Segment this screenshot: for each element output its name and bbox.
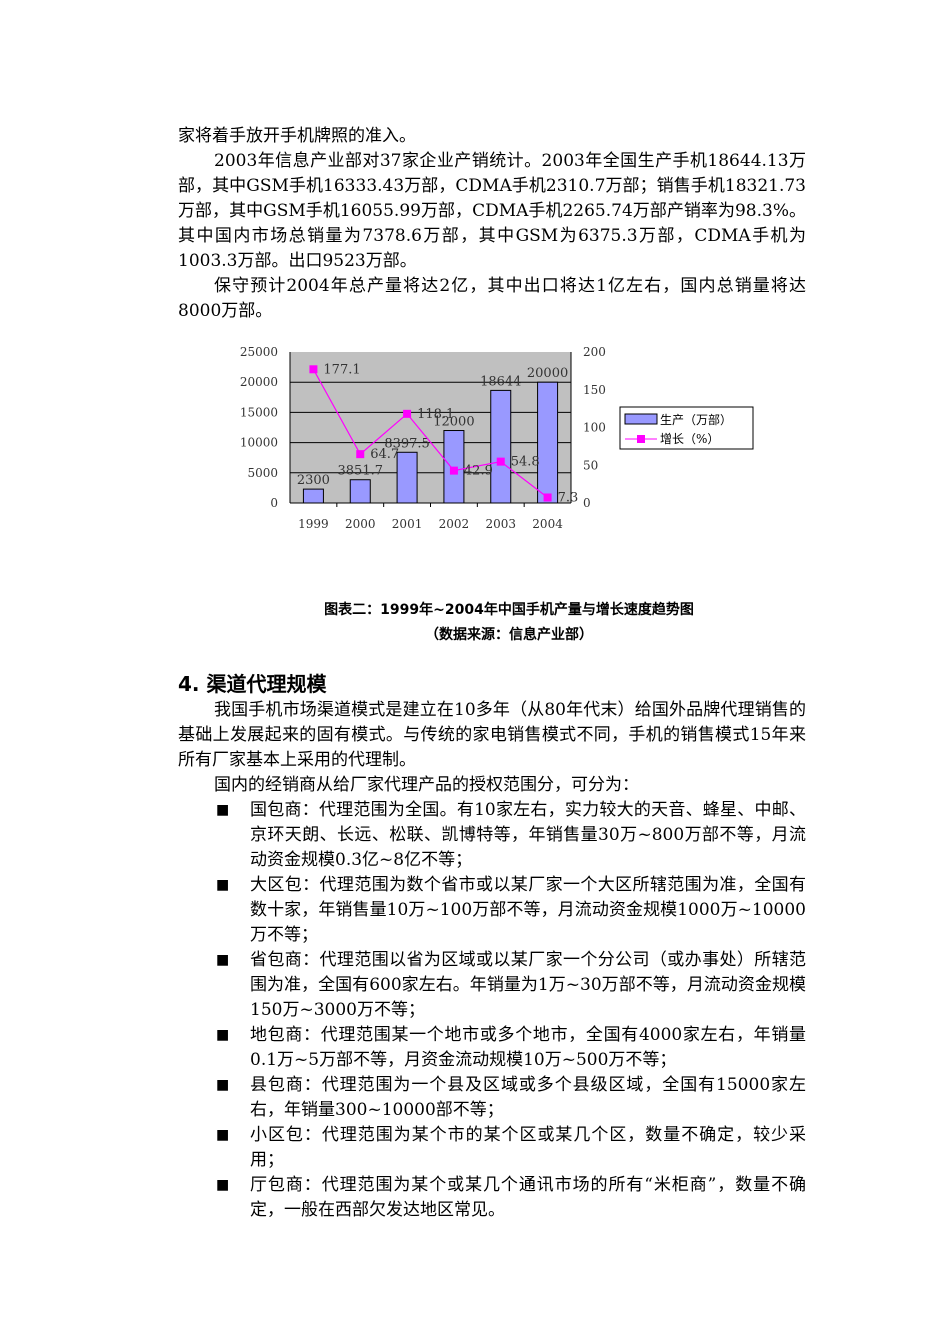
line-data-label: 118.1 xyxy=(417,407,454,422)
left-axis-tick-label: 5000 xyxy=(247,466,278,480)
legend-bar-swatch xyxy=(624,413,658,425)
bullet-item: ■ 地包商：代理范围某一个地市或多个地市，全国有4000家左右，年销量0.1万~5… xyxy=(178,1023,806,1073)
growth-point xyxy=(496,457,505,466)
bar xyxy=(537,381,559,504)
bar-data-label: 8397.5 xyxy=(384,436,430,451)
bar-data-label: 3851.7 xyxy=(338,464,384,479)
plot-area xyxy=(290,352,571,503)
right-axis-tick-label: 50 xyxy=(583,458,598,472)
bar xyxy=(302,488,324,504)
growth-point xyxy=(403,409,412,418)
line-data-label: 64.7 xyxy=(370,447,399,462)
left-axis-tick-label: 25000 xyxy=(240,345,278,359)
right-axis-tick-label: 150 xyxy=(583,383,606,397)
intro-text: 家将着手放开手机牌照的准入。 2003年信息产业部对37家企业产销统计。2003… xyxy=(178,124,806,324)
paragraph: 2003年信息产业部对37家企业产销统计。2003年全国生产手机18644.13… xyxy=(178,151,806,271)
growth-point xyxy=(356,450,365,459)
line-data-label: 177.1 xyxy=(323,362,360,377)
bullet-text: 小区包：代理范围为某个市的某个区或某几个区，数量不确定，较少采用； xyxy=(250,1125,806,1170)
growth-line xyxy=(312,368,548,498)
paragraph: 家将着手放开手机牌照的准入。 xyxy=(178,126,416,146)
x-tick-label: 2001 xyxy=(392,517,423,531)
bullet-item: ■ 省包商：代理范围以省为区域或以某厂家一个分公司（或办事处）所辖范围为准，全国有… xyxy=(178,948,806,1023)
production-growth-chart: 0 5000 10000 15000 20000 25000 0 50 100 150 200 199… xyxy=(240,345,754,531)
bullet-item: ■ 厅包商：代理范围为某个或某几个通讯市场的所有“米柜商”，数量不确定，一般在西部… xyxy=(178,1173,806,1223)
x-tick-label: 2003 xyxy=(485,517,516,531)
square-bullet-icon: ■ xyxy=(216,877,230,893)
x-tick-label: 1999 xyxy=(298,517,329,531)
x-tick-label: 2004 xyxy=(532,517,563,531)
bar-data-label: 20000 xyxy=(527,366,568,381)
bullet-text: 地包商：代理范围某一个地市或多个地市，全国有4000家左右，年销量0.1万~5万… xyxy=(250,1025,806,1070)
right-axis-tick-label: 200 xyxy=(583,345,606,359)
bar-data-label: 12000 xyxy=(433,415,474,430)
growth-point xyxy=(449,466,458,475)
right-axis-tick-label: 0 xyxy=(583,496,591,510)
bullet-text: 大区包：代理范围为数个省市或以某厂家一个大区所辖范围为准，全国有数十家，年销售量… xyxy=(250,875,806,945)
right-axis-tick-label: 100 xyxy=(583,421,606,435)
left-axis-tick-label: 20000 xyxy=(240,375,278,389)
legend-label: 增长（%） xyxy=(660,432,719,446)
bullet-item: ■ 国包商：代理范围为全国。有10家左右，实力较大的天音、蜂星、中邮、京环天朗、长… xyxy=(178,798,806,873)
bar-data-label: 18644 xyxy=(480,374,521,389)
bullet-text: 县包商：代理范围为一个县及区域或多个县级区域，全国有15000家左右，年销量30… xyxy=(250,1075,806,1120)
bullet-text: 省包商：代理范围以省为区域或以某厂家一个分公司（或办事处）所辖范围为准，全国有6… xyxy=(250,950,806,1020)
section-heading: 4. 渠道代理规模 xyxy=(178,672,327,696)
left-axis-tick-label: 0 xyxy=(270,496,278,510)
left-axis-tick-label: 10000 xyxy=(240,436,278,450)
left-axis-tick-label: 15000 xyxy=(240,405,278,419)
bullet-list: ■ 国包商：代理范围为全国。有10家左右，实力较大的天音、蜂星、中邮、京环天朗、长… xyxy=(178,798,806,1223)
square-bullet-icon: ■ xyxy=(216,1177,230,1193)
bullet-item: ■ 县包商：代理范围为一个县及区域或多个县级区域，全国有15000家左右，年销量3… xyxy=(178,1073,806,1123)
growth-point xyxy=(543,493,552,502)
x-tick-label: 2000 xyxy=(345,517,376,531)
square-bullet-icon: ■ xyxy=(216,1077,230,1093)
paragraph: 我国手机市场渠道模式是建立在10多年（从80年代末）给国外品牌代理销售的基础上发… xyxy=(178,700,806,770)
square-bullet-icon: ■ xyxy=(216,802,230,818)
square-bullet-icon: ■ xyxy=(216,1127,230,1143)
bullet-text: 厅包商：代理范围为某个或某几个通讯市场的所有“米柜商”，数量不确定，一般在西部欠… xyxy=(250,1175,806,1220)
bullet-item: ■ 大区包：代理范围为数个省市或以某厂家一个大区所辖范围为准，全国有数十家，年销售… xyxy=(178,873,806,948)
paragraph: 保守预计2004年总产量将达2亿，其中出口将达1亿左右，国内总销量将达8000万… xyxy=(178,276,806,321)
section-4: 4. 渠道代理规模 我国手机市场渠道模式是建立在10多年（从80年代末）给国外品… xyxy=(178,670,806,1223)
bullet-item: ■ 小区包：代理范围为某个市的某个区或某几个区，数量不确定，较少采用； xyxy=(178,1123,806,1173)
square-bullet-icon: ■ xyxy=(216,1027,230,1043)
growth-point xyxy=(309,365,318,374)
figure-source: （数据来源：信息产业部） xyxy=(425,627,593,643)
square-bullet-icon: ■ xyxy=(216,952,230,968)
line-data-label: 42.9 xyxy=(464,464,493,479)
bullet-text: 国包商：代理范围为全国。有10家左右，实力较大的天音、蜂星、中邮、京环天朗、长远… xyxy=(250,800,806,870)
figure-caption: 图表二：1999年~2004年中国手机产量与增长速度趋势图 xyxy=(324,602,694,618)
line-data-label: 7.3 xyxy=(558,490,579,505)
bar-data-label: 2300 xyxy=(297,473,330,488)
bar xyxy=(490,389,512,504)
legend-label: 生产（万部） xyxy=(660,412,732,427)
bar xyxy=(396,451,418,504)
paragraph: 国内的经销商从给厂家代理产品的授权范围分，可分为： xyxy=(214,775,639,795)
legend-marker xyxy=(637,435,645,443)
line-data-label: 54.8 xyxy=(511,455,540,470)
bar xyxy=(349,479,371,504)
x-tick-label: 2002 xyxy=(439,517,470,531)
